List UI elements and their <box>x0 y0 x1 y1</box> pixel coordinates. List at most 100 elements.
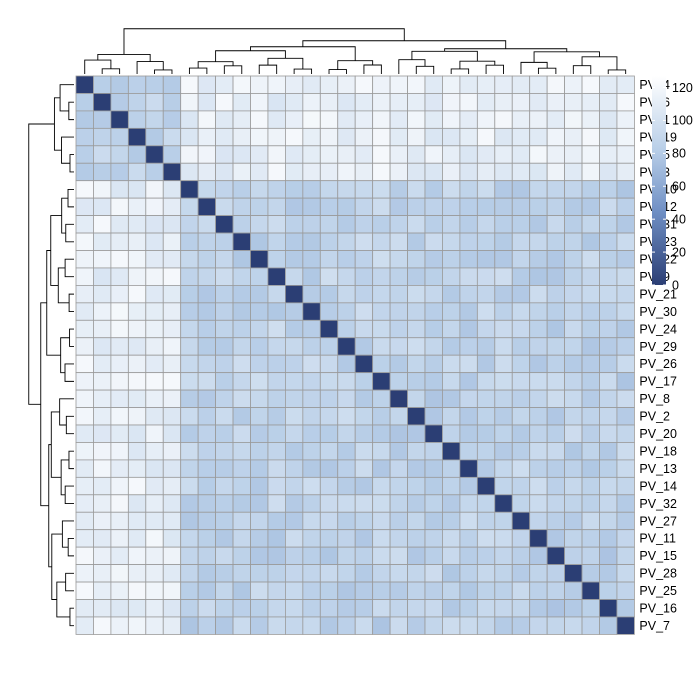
heatmap-cell <box>581 302 600 321</box>
heatmap-cell <box>616 459 635 478</box>
row-label: PV_15 <box>639 549 677 563</box>
heatmap-cell <box>215 162 234 182</box>
heatmap-cell <box>494 389 513 408</box>
heatmap-cell <box>407 511 426 531</box>
heatmap-cell <box>267 197 286 216</box>
heatmap-cell <box>337 162 356 182</box>
heatmap-cell <box>127 494 147 513</box>
heatmap-cell <box>215 581 234 600</box>
heatmap-cell <box>180 232 199 251</box>
heatmap-cell <box>127 354 147 374</box>
heatmap-cell <box>197 197 216 216</box>
heatmap-cell <box>599 442 618 461</box>
heatmap-cell <box>581 372 600 391</box>
heatmap-cell <box>110 476 129 496</box>
heatmap-cell <box>511 127 531 147</box>
heatmap-cell <box>407 424 426 443</box>
heatmap-cell <box>75 442 94 461</box>
heatmap-cell <box>389 494 408 513</box>
heatmap-cell <box>389 180 408 199</box>
heatmap-cell <box>302 511 321 531</box>
heatmap-cell <box>127 564 147 583</box>
heatmap-cell <box>442 302 461 321</box>
heatmap-cell <box>494 511 513 531</box>
heatmap-cell <box>354 75 374 94</box>
heatmap-cell <box>93 424 112 443</box>
heatmap-cell <box>616 494 635 513</box>
heatmap-cell <box>215 93 234 112</box>
heatmap-cell <box>372 319 391 339</box>
heatmap-cell <box>354 337 374 356</box>
heatmap-cell <box>372 267 391 286</box>
heatmap-cell <box>197 267 216 286</box>
heatmap-cell <box>354 529 374 548</box>
heatmap-cell <box>564 250 583 269</box>
heatmap-cell <box>599 75 618 94</box>
row-label: PV_26 <box>639 357 677 371</box>
heatmap-cell <box>529 494 548 513</box>
heatmap-cell <box>459 442 478 461</box>
heatmap-cell <box>599 302 618 321</box>
heatmap-cell <box>110 564 129 583</box>
heatmap-cell <box>162 232 182 251</box>
heatmap-cell <box>197 424 216 443</box>
heatmap-cell <box>424 354 443 374</box>
heatmap-cell <box>354 511 374 531</box>
heatmap-cell <box>581 75 600 94</box>
heatmap-cell <box>511 232 531 251</box>
heatmap-cell <box>110 284 129 304</box>
heatmap-cell <box>302 529 321 548</box>
heatmap-cell <box>389 459 408 478</box>
heatmap-cell <box>162 459 182 478</box>
heatmap-cell <box>511 267 531 286</box>
heatmap-cell <box>267 599 286 618</box>
heatmap-cell <box>494 127 513 147</box>
heatmap-cell <box>197 232 216 251</box>
heatmap-cell <box>93 529 112 548</box>
heatmap-cell <box>581 599 600 618</box>
heatmap-cell <box>564 145 583 164</box>
heatmap-cell <box>162 424 182 443</box>
heatmap-cell <box>337 267 356 286</box>
heatmap-cell <box>197 180 216 199</box>
row-dendrogram <box>28 84 74 627</box>
heatmap-cell <box>476 599 496 618</box>
heatmap-cell <box>511 546 531 566</box>
heatmap-cell <box>599 215 618 234</box>
heatmap-cell <box>232 145 251 164</box>
heatmap-cell <box>599 232 618 251</box>
column-dendrogram-link <box>459 60 496 69</box>
heatmap-cell <box>372 581 391 600</box>
heatmap-cell <box>546 389 566 408</box>
heatmap-cell <box>494 354 513 374</box>
heatmap-cell <box>75 180 94 199</box>
heatmap-cell <box>250 250 269 269</box>
heatmap-cell <box>546 93 566 112</box>
heatmap-cell <box>564 284 583 304</box>
heatmap-cell <box>93 407 112 426</box>
heatmap-cell <box>511 476 531 496</box>
heatmap-cell <box>442 459 461 478</box>
heatmap-cell <box>197 145 216 164</box>
heatmap-cell <box>476 180 496 199</box>
heatmap-cell <box>127 215 147 234</box>
heatmap-cell <box>267 529 286 548</box>
heatmap-cell <box>110 616 129 635</box>
heatmap-cell <box>389 319 408 339</box>
heatmap-cell <box>250 145 269 164</box>
column-dendrogram-link <box>293 68 313 74</box>
heatmap-cell <box>145 337 164 356</box>
heatmap-cell <box>459 616 478 635</box>
heatmap-cell <box>529 110 548 129</box>
heatmap-cell <box>215 494 234 513</box>
heatmap-cell <box>407 267 426 286</box>
heatmap-cell <box>424 581 443 600</box>
heatmap-cell <box>407 145 426 164</box>
heatmap-cell <box>442 127 461 147</box>
row-dendrogram-link <box>65 572 74 592</box>
heatmap-cell <box>319 424 339 443</box>
heatmap-cell <box>599 494 618 513</box>
heatmap-cell <box>494 476 513 496</box>
heatmap-cell <box>232 250 251 269</box>
heatmap-cell <box>476 110 496 129</box>
